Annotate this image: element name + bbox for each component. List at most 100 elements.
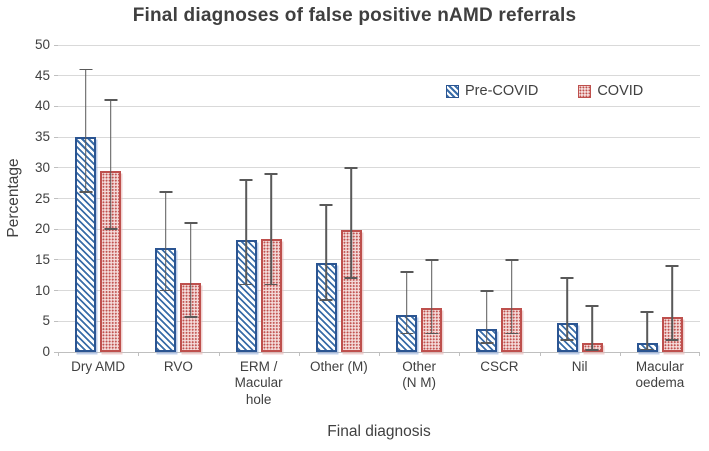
error-bar-cap-top bbox=[239, 179, 253, 181]
legend-label: Pre-COVID bbox=[465, 83, 539, 99]
error-bar bbox=[640, 311, 654, 351]
gridline bbox=[58, 259, 700, 261]
x-axis-tick bbox=[699, 352, 700, 356]
error-bar bbox=[344, 166, 358, 280]
legend-swatch-pre-covid-icon bbox=[446, 84, 459, 98]
error-bar-cap-bottom bbox=[319, 298, 333, 301]
x-axis-tick bbox=[619, 352, 621, 356]
error-bar-cap-bottom bbox=[159, 289, 173, 292]
y-tick-label: 45 bbox=[34, 67, 50, 83]
x-category-label: Dry AMD bbox=[71, 359, 126, 374]
y-tick-label: 30 bbox=[34, 159, 50, 175]
error-bar-cap-top bbox=[425, 259, 439, 261]
error-bar-cap-top bbox=[159, 191, 173, 194]
error-bar-cap-bottom bbox=[505, 332, 519, 335]
error-bar-cap-top bbox=[184, 222, 198, 224]
error-bar-line bbox=[511, 259, 513, 334]
chart-title: Final diagnoses of false positive nAMD r… bbox=[132, 5, 577, 26]
gridline bbox=[58, 290, 700, 292]
x-category-label: Macular oedema bbox=[635, 359, 685, 391]
x-axis-tick bbox=[138, 352, 140, 356]
error-bar-cap-bottom bbox=[104, 228, 118, 231]
error-bar-line bbox=[165, 192, 167, 291]
error-bar-cap-top bbox=[400, 271, 414, 274]
error-bar-cap-top bbox=[104, 99, 118, 102]
gridline bbox=[58, 167, 700, 169]
gridline bbox=[58, 136, 700, 138]
gridline bbox=[58, 198, 700, 199]
x-axis-tick bbox=[459, 352, 461, 356]
x-category-label: ERM / Macular hole bbox=[234, 359, 283, 407]
x-axis-tick bbox=[379, 352, 380, 356]
error-bar-cap-bottom bbox=[665, 338, 679, 341]
x-axis-tick bbox=[218, 352, 220, 356]
y-axis-tick bbox=[54, 351, 58, 353]
error-bar-line bbox=[350, 167, 353, 279]
y-tick-label: 25 bbox=[34, 190, 50, 206]
gridline bbox=[58, 228, 700, 230]
error-bar bbox=[665, 265, 679, 341]
error-bar bbox=[104, 99, 118, 231]
x-axis-title: Final diagnosis bbox=[327, 423, 431, 440]
y-tick-label: 0 bbox=[42, 344, 50, 359]
y-tick-label: 20 bbox=[34, 221, 50, 237]
y-axis-tick bbox=[54, 259, 58, 261]
error-bar bbox=[184, 222, 198, 318]
y-tick-label: 10 bbox=[34, 282, 50, 298]
y-tick-label: 40 bbox=[34, 98, 50, 114]
error-bar bbox=[319, 203, 333, 301]
x-category-label: Other (M) bbox=[309, 359, 368, 374]
gridline bbox=[58, 320, 700, 322]
x-category-label: CSCR bbox=[480, 359, 519, 374]
error-bar-cap-bottom bbox=[400, 332, 414, 335]
error-bar-line bbox=[430, 259, 433, 334]
error-bar-cap-bottom bbox=[239, 283, 253, 286]
error-bar-line bbox=[245, 180, 247, 285]
error-bar-line bbox=[109, 100, 112, 230]
x-category-label: Nil bbox=[571, 359, 588, 374]
error-bar bbox=[505, 259, 519, 335]
error-bar-cap-top bbox=[505, 259, 519, 261]
error-bar-cap-bottom bbox=[425, 332, 439, 335]
error-bar bbox=[264, 173, 278, 286]
bar-covid bbox=[260, 239, 282, 352]
error-bar-cap-top bbox=[560, 277, 574, 280]
y-tick-label: 5 bbox=[42, 313, 50, 329]
y-tick-label: 15 bbox=[34, 251, 50, 267]
error-bar-line bbox=[405, 272, 408, 334]
y-axis-tick bbox=[54, 198, 58, 199]
error-bar bbox=[560, 277, 574, 341]
x-category-label: RVO bbox=[163, 359, 193, 374]
error-bar-cap-top bbox=[319, 203, 333, 206]
error-bar bbox=[159, 191, 173, 292]
y-axis-tick bbox=[54, 167, 58, 169]
error-bar-cap-bottom bbox=[640, 348, 654, 351]
plot-area bbox=[58, 44, 700, 353]
y-tick-label: 50 bbox=[34, 37, 50, 52]
error-bar-cap-bottom bbox=[585, 349, 599, 352]
error-bar bbox=[79, 68, 93, 194]
y-axis-tick bbox=[54, 136, 58, 138]
error-bar-cap-top bbox=[480, 289, 494, 292]
error-bar bbox=[239, 179, 253, 286]
gridline bbox=[58, 105, 700, 107]
error-bar-line bbox=[671, 266, 674, 340]
y-tick-label: 35 bbox=[34, 129, 50, 145]
legend-item-pre-covid: Pre-COVID bbox=[446, 83, 538, 99]
y-axis-tick bbox=[54, 320, 58, 322]
error-bar-line bbox=[190, 223, 192, 317]
legend: Pre-COVID COVID bbox=[436, 79, 654, 103]
error-bar-line bbox=[270, 173, 272, 285]
error-bar-cap-top bbox=[585, 305, 599, 307]
y-axis-tick bbox=[54, 75, 58, 77]
error-bar bbox=[425, 259, 439, 335]
error-bar-line bbox=[325, 204, 328, 300]
y-axis-tick bbox=[54, 290, 58, 292]
error-bar-cap-top bbox=[344, 166, 358, 169]
error-bar-cap-bottom bbox=[344, 277, 358, 280]
y-axis-tick bbox=[54, 228, 58, 230]
error-bar-line bbox=[486, 290, 488, 343]
error-bar-cap-bottom bbox=[264, 283, 278, 286]
x-axis-tick bbox=[58, 352, 59, 356]
